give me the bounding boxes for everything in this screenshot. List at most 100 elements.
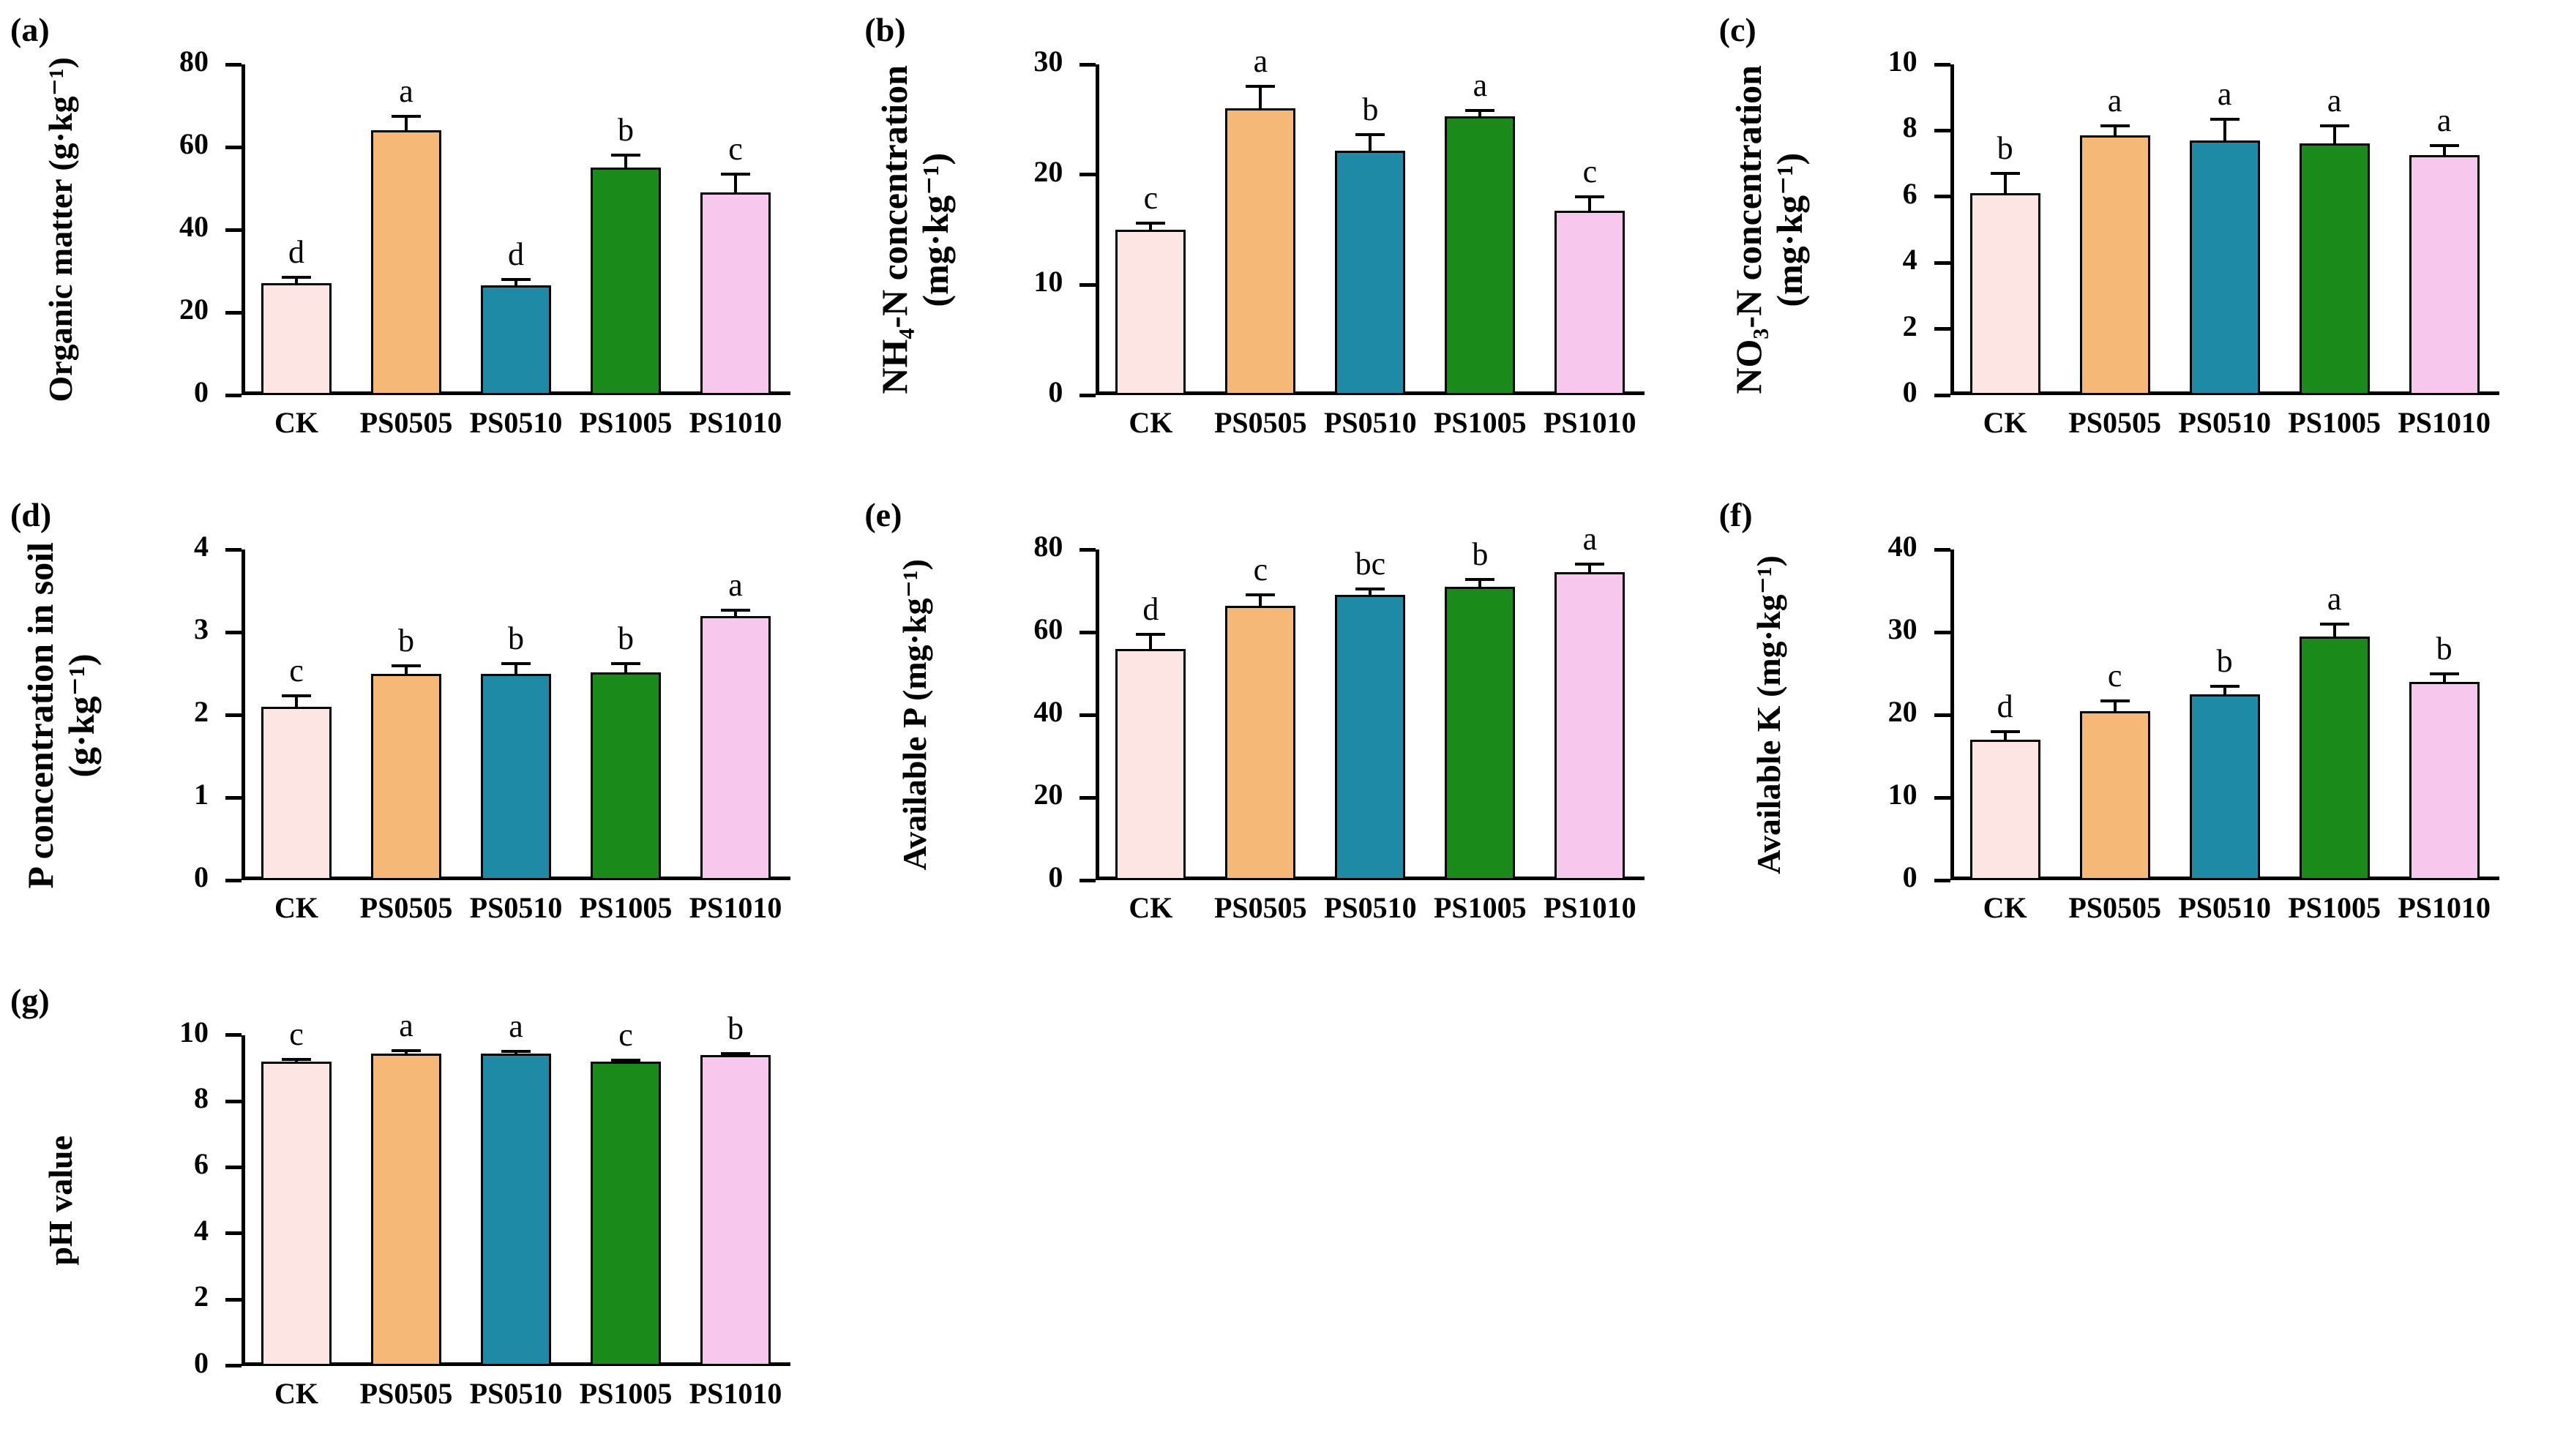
- x-category-label: PS1005: [1433, 406, 1527, 439]
- error-bar-cap: [2319, 124, 2349, 127]
- y-tick-label: 80: [1033, 530, 1063, 563]
- bar-PS1010: [700, 192, 771, 395]
- sig-letter: b: [1362, 91, 1379, 128]
- y-axis-title: NO₃-N concentration (mg·kg⁻¹): [1709, 64, 1830, 395]
- x-category-label: PS0510: [1323, 891, 1417, 925]
- error-bar-cap: [1246, 85, 1276, 89]
- error-bar-cap: [392, 664, 421, 667]
- y-tick-label: 60: [179, 127, 209, 160]
- error-bar-cap: [2429, 672, 2459, 675]
- error-bar-cap: [282, 694, 311, 698]
- x-category-label: PS1005: [579, 406, 673, 439]
- bar-PS1010: [1554, 211, 1625, 395]
- x-category-label: PS1005: [579, 891, 673, 925]
- sig-letter: a: [2327, 581, 2342, 618]
- y-tick-mark: [1080, 62, 1096, 67]
- y-tick-label: 10: [179, 1015, 209, 1048]
- panel-label-b: (b): [864, 11, 906, 48]
- sig-letter: a: [2107, 82, 2122, 119]
- error-bar-cap: [2100, 124, 2130, 127]
- y-tick-mark: [1934, 195, 1950, 199]
- y-tick-label: 40: [179, 210, 209, 243]
- y-tick-mark: [1080, 713, 1096, 717]
- error-bar-line: [295, 277, 298, 284]
- sig-letter: b: [727, 1010, 744, 1046]
- plot-area: 0 2 4 6 8 10 b CK a PS0505 a PS0510 a PS1005 a PS1010: [1888, 47, 2499, 438]
- sig-letter: b: [618, 112, 634, 149]
- y-axis-title: P concentration in soil (g·kg⁻¹): [0, 542, 121, 889]
- bar-CK: [261, 283, 332, 395]
- error-bar-cap: [611, 1059, 640, 1062]
- error-bar-line: [515, 279, 517, 286]
- bar-PS0505: [1225, 108, 1296, 395]
- error-bar-cap: [2429, 143, 2459, 147]
- error-bar-line: [2003, 173, 2007, 194]
- sig-letter: b: [2216, 642, 2233, 679]
- y-tick-label: 40: [1887, 530, 1917, 563]
- x-category-label: CK: [274, 891, 318, 925]
- error-bar-line: [405, 665, 408, 674]
- y-axis-title-text: NO₃-N concentration (mg·kg⁻¹): [1728, 65, 1810, 394]
- sig-letter: a: [399, 72, 414, 109]
- error-bar-line: [1259, 86, 1262, 109]
- bar-PS1005: [1445, 116, 1516, 395]
- sig-letter: a: [728, 566, 743, 603]
- error-bar-cap: [721, 1051, 750, 1055]
- error-bar-line: [2332, 125, 2336, 144]
- x-category-label: PS1005: [2288, 406, 2381, 439]
- y-tick-label: 20: [1887, 695, 1917, 729]
- sig-letter: a: [1253, 43, 1268, 80]
- y-axis-title-text: Available K (mg·kg⁻¹): [1750, 555, 1788, 874]
- y-tick-mark: [225, 1231, 242, 1236]
- panel-a: (a) Organic matter (g·kg⁻¹) 0 20 40 60 80 d CK a P…: [0, 0, 854, 485]
- y-tick-label: 40: [1033, 695, 1063, 729]
- y-axis-line: [1950, 549, 1954, 881]
- sig-letter: c: [1253, 552, 1268, 588]
- y-axis-title: NH₄-N concentration (mg·kg⁻¹): [854, 64, 975, 395]
- y-tick-mark: [225, 1165, 242, 1169]
- y-tick-mark: [1934, 630, 1950, 634]
- error-bar-cap: [501, 662, 531, 666]
- error-bar-cap: [1355, 133, 1385, 137]
- y-tick-mark: [225, 547, 242, 552]
- x-category-label: PS0505: [2068, 406, 2161, 439]
- sig-letter: b: [1997, 130, 2013, 167]
- sig-letter: c: [289, 1016, 304, 1053]
- error-bar-line: [2113, 701, 2117, 711]
- y-axis-title-line: pH value: [41, 1135, 79, 1266]
- y-tick-label: 20: [179, 293, 209, 326]
- sig-letter: c: [1582, 153, 1598, 189]
- panel-g: (g) pH value 0 2 4 6 8 10 c CK a PS0505 a PS0510 c PS10…: [0, 971, 854, 1456]
- y-tick-mark: [1934, 713, 1950, 717]
- error-bar-line: [2442, 145, 2446, 156]
- x-category-label: CK: [1129, 891, 1173, 925]
- x-category-label: PS0505: [1213, 406, 1307, 439]
- error-bar-cap: [2319, 623, 2349, 626]
- bar-CK: [1969, 740, 2040, 881]
- y-axis-title-text: pH value: [42, 1136, 80, 1266]
- y-tick-label: 10: [1887, 45, 1917, 78]
- bar-PS1010: [700, 615, 771, 881]
- y-tick-mark: [1080, 878, 1096, 882]
- y-tick-mark: [225, 1033, 242, 1037]
- y-tick-label: 0: [194, 1346, 209, 1379]
- y-tick-label: 1: [194, 778, 209, 811]
- error-bar-cap: [501, 1050, 531, 1054]
- y-tick-label: 4: [194, 530, 209, 563]
- sig-letter: d: [288, 233, 304, 270]
- y-tick-mark: [1934, 878, 1950, 882]
- panel-label-c: (c): [1718, 11, 1756, 48]
- panel-b: (b) NH₄-N concentration (mg·kg⁻¹) 0 10 20 30 c C…: [854, 0, 1708, 485]
- x-category-label: CK: [1983, 891, 2027, 925]
- sig-letter: b: [398, 622, 414, 658]
- sig-letter: a: [1582, 521, 1598, 558]
- y-tick-label: 8: [1902, 110, 1917, 144]
- bar-PS0505: [371, 673, 441, 881]
- plot-area: 0 20 40 60 80 d CK c PS0505 bc PS0510 b PS1005 a PS101…: [1033, 523, 1645, 923]
- x-category-label: PS0510: [469, 891, 563, 925]
- y-tick-label: 20: [1033, 778, 1063, 811]
- error-bar-line: [2223, 686, 2226, 695]
- y-tick-mark: [1934, 260, 1950, 265]
- panel-e: (e) Available P (mg·kg⁻¹) 0 20 40 60 80 d CK c PS0…: [854, 485, 1708, 970]
